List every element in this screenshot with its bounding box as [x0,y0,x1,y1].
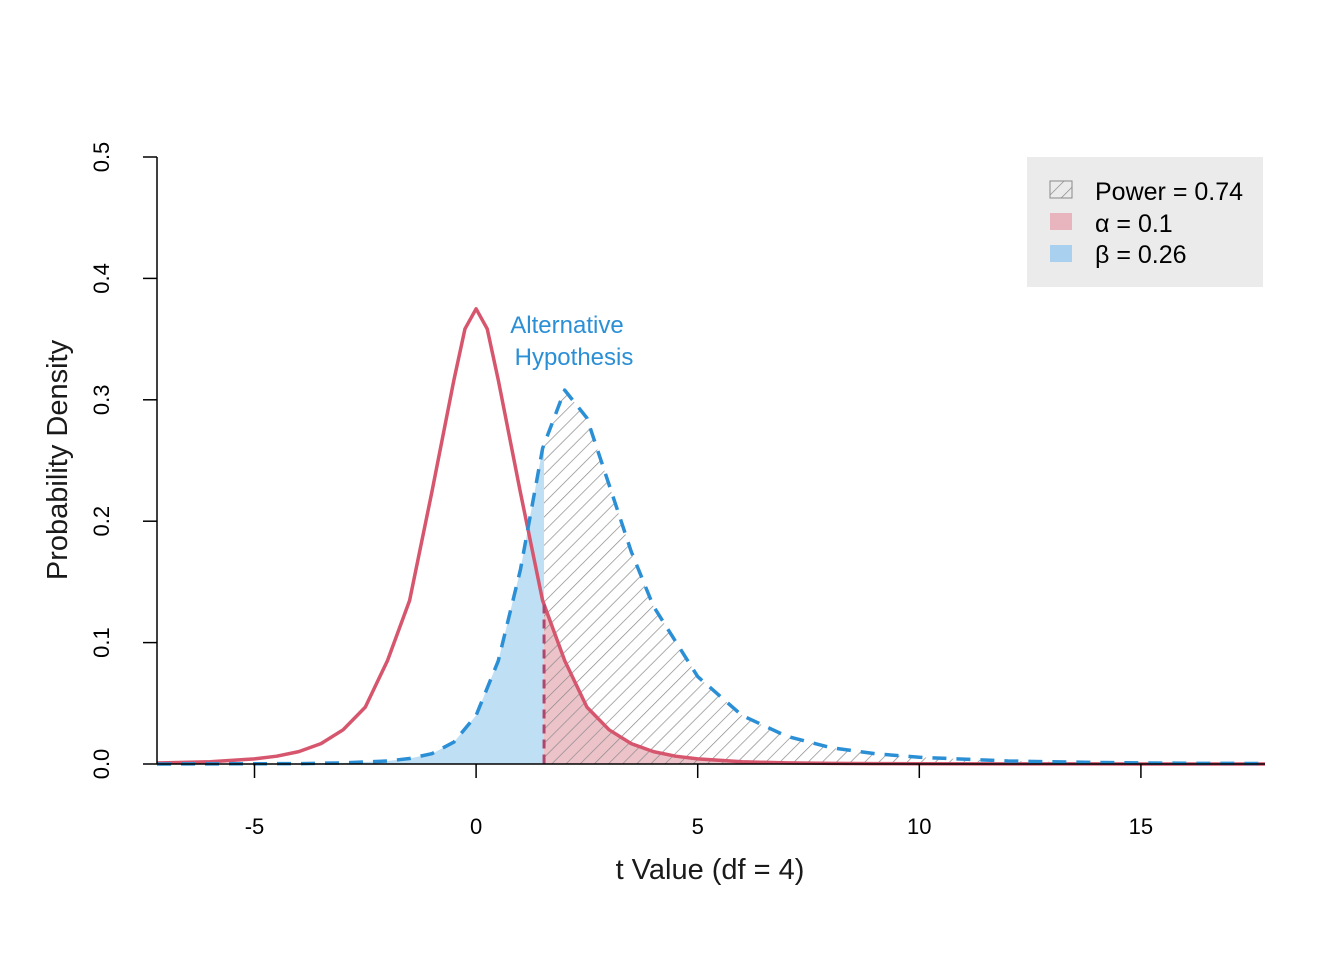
annotation-line-1: Alternative [510,312,623,339]
legend-entry-power: Power = 0.74 [1049,178,1243,206]
legend-swatch-beta [1050,245,1072,262]
y-tick-label: 0.1 [89,627,114,658]
shaded-regions [157,390,1265,764]
x-tick-label: -5 [245,814,265,839]
x-tick-label: 15 [1129,814,1153,839]
alternative-hypothesis-curve [157,388,1265,766]
x-tick-label: 10 [907,814,931,839]
y-tick-label: 0.3 [89,385,114,416]
y-axis-ticks: 0.0 0.1 0.2 0.3 0.4 0.5 [89,142,157,780]
x-axis-label: t Value (df = 4) [616,854,805,886]
legend-swatch-power [1049,180,1073,199]
y-tick-label: 0.2 [89,506,114,537]
power-region [544,390,1265,764]
legend-label-alpha: α = 0.1 [1095,210,1173,238]
x-tick-label: 5 [692,814,704,839]
x-tick-label: 0 [470,814,482,839]
annotation-line-2: Hypothesis [515,344,634,371]
legend-entry-beta: β = 0.26 [1050,241,1187,269]
legend-entry-alpha: α = 0.1 [1050,210,1173,238]
beta-region [157,444,544,764]
legend-label-power: Power = 0.74 [1095,178,1243,206]
x-axis-ticks: -5 0 5 10 15 [245,764,1153,839]
alternative-hypothesis-annotation: Alternative Hypothesis [510,312,633,371]
y-tick-label: 0.5 [89,142,114,173]
legend-swatch-alpha [1050,213,1072,230]
y-axis-label: Probability Density [42,339,74,580]
legend-label-beta: β = 0.26 [1095,241,1187,269]
y-tick-label: 0.4 [89,263,114,294]
legend: Power = 0.74 α = 0.1 β = 0.26 [1027,157,1263,287]
y-tick-label: 0.0 [89,749,114,780]
